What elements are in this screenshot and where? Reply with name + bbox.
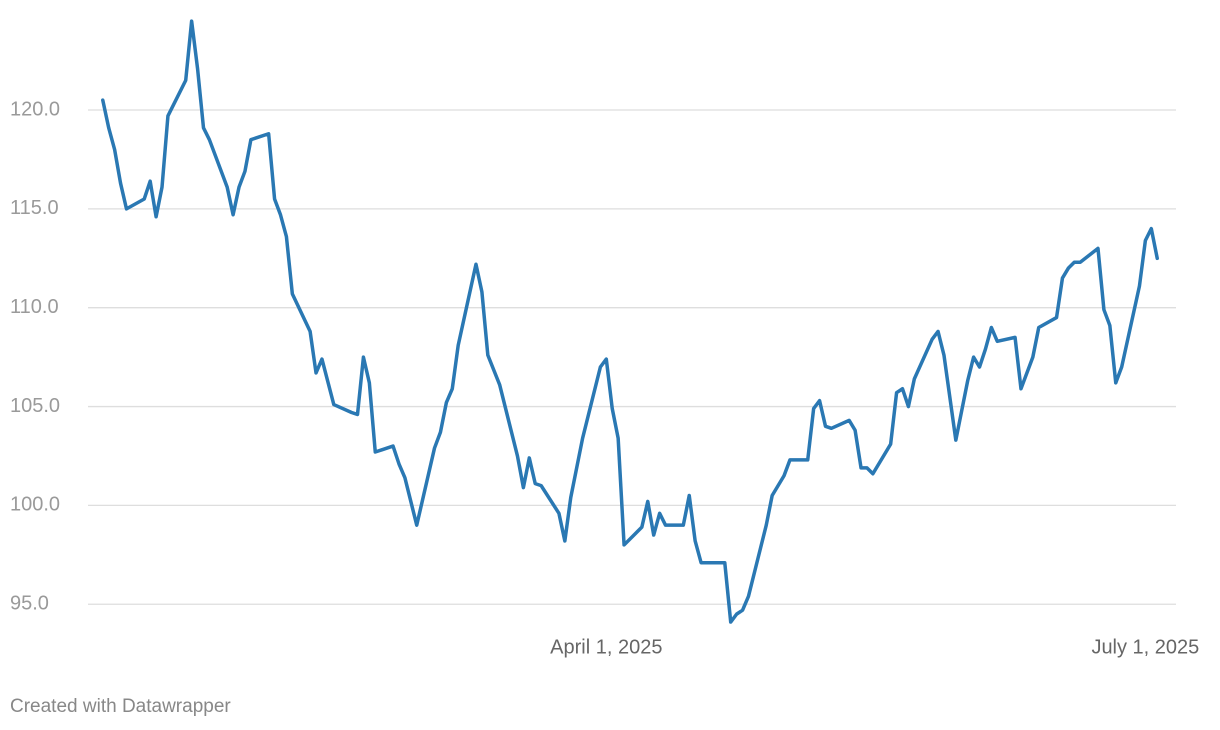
y-tick-label: 100.0 <box>10 494 60 516</box>
x-tick-label: April 1, 2025 <box>550 636 662 658</box>
y-tick-label: 115.0 <box>10 197 59 219</box>
y-tick-label: 95.0 <box>10 593 49 615</box>
line <box>101 19 1159 624</box>
y-tick-label: 105.0 <box>10 395 60 417</box>
y-tick-label: 120.0 <box>10 98 60 120</box>
x-tick-label: July 1, 2025 <box>1091 636 1199 658</box>
credit: Created with Datawrapper <box>10 696 231 717</box>
y-tick-label: 110.0 <box>10 296 59 318</box>
